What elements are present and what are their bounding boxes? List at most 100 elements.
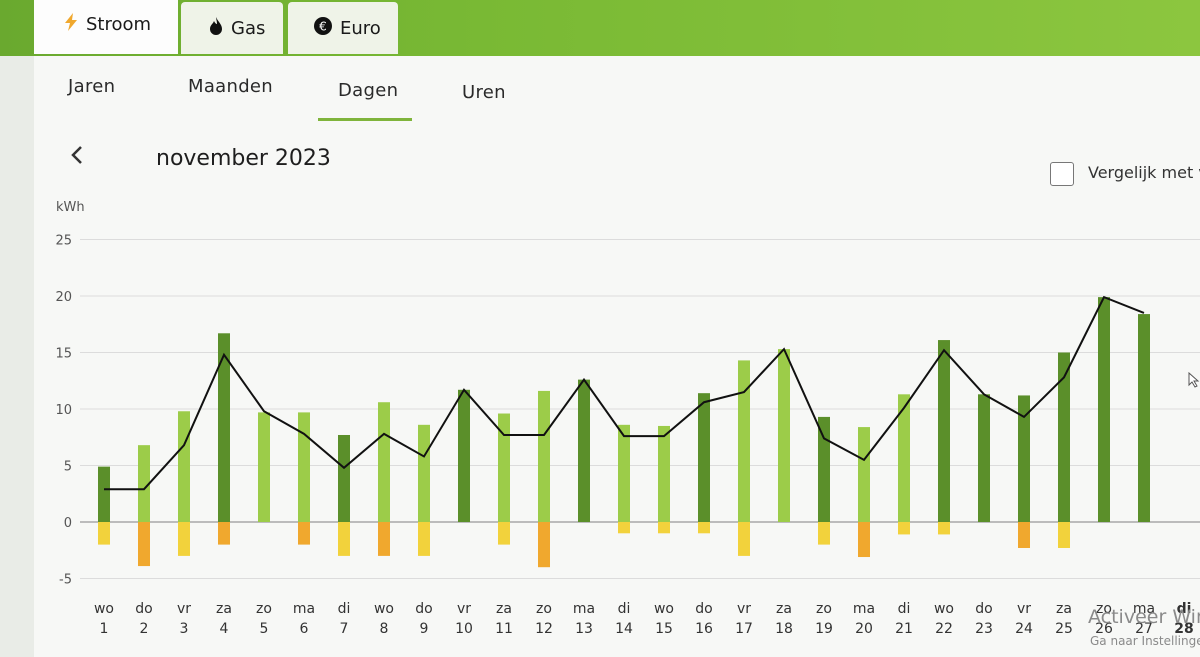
subtab-jaren[interactable]: Jaren	[68, 76, 116, 97]
activation-watermark: Activeer Win	[1088, 606, 1200, 628]
x-tick-date: 8	[380, 621, 389, 637]
consumption-bar[interactable]	[98, 466, 110, 522]
consumption-bar[interactable]	[778, 349, 790, 522]
consumption-bar[interactable]	[538, 390, 550, 522]
consumption-bar[interactable]	[858, 427, 870, 522]
x-tick-date: 12	[535, 621, 553, 637]
return-bar[interactable]	[698, 522, 710, 534]
consumption-bar[interactable]	[498, 413, 510, 522]
consumption-bar[interactable]	[338, 434, 350, 522]
tab-label: Stroom	[86, 13, 152, 35]
x-tick-day: wo	[934, 601, 954, 617]
return-bar[interactable]	[178, 522, 190, 556]
x-tick-date: 10	[455, 621, 473, 637]
consumption-bar[interactable]	[378, 402, 390, 522]
x-tick-date: 27	[1135, 621, 1153, 637]
return-bar[interactable]	[418, 522, 430, 556]
consumption-bar[interactable]	[1138, 314, 1150, 522]
return-bar[interactable]	[298, 522, 310, 545]
x-tick-day: vr	[737, 601, 751, 617]
x-tick-date: 17	[735, 621, 753, 637]
x-tick-date: 19	[815, 621, 833, 637]
return-bar[interactable]	[1018, 522, 1030, 548]
return-bar[interactable]	[98, 522, 110, 545]
subtab-uren[interactable]: Uren	[462, 82, 506, 103]
consumption-bar[interactable]	[698, 393, 710, 522]
consumption-bar[interactable]	[218, 333, 230, 522]
x-tick-date: 26	[1095, 621, 1113, 637]
consumption-bar[interactable]	[458, 389, 470, 522]
return-bar[interactable]	[658, 522, 670, 534]
return-bar[interactable]	[338, 522, 350, 556]
x-tick-day: ma	[853, 601, 875, 617]
tab-label: Euro	[340, 17, 381, 39]
tab-label: Gas	[231, 17, 266, 39]
return-bar[interactable]	[938, 522, 950, 535]
trend-line	[104, 295, 1145, 491]
x-tick-day: di	[898, 601, 911, 617]
tab-euro[interactable]: € Euro	[288, 2, 398, 54]
x-tick-date: 15	[655, 621, 673, 637]
x-tick-day: do	[135, 601, 152, 617]
return-bar[interactable]	[538, 522, 550, 568]
consumption-bar[interactable]	[1018, 395, 1030, 522]
x-tick-date: 18	[775, 621, 793, 637]
return-bar[interactable]	[138, 522, 150, 567]
chevron-left-icon[interactable]	[70, 144, 84, 172]
x-tick-day: za	[496, 601, 512, 617]
x-tick-date: 13	[575, 621, 593, 637]
x-tick-date: 3	[180, 621, 189, 637]
x-tick-date: 24	[1015, 621, 1033, 637]
consumption-bar[interactable]	[818, 416, 830, 522]
x-tick-date: 21	[895, 621, 913, 637]
x-tick-day: vr	[177, 601, 191, 617]
x-tick-day: wo	[654, 601, 674, 617]
x-tick-date: 23	[975, 621, 993, 637]
x-tick-date: 5	[260, 621, 269, 637]
return-bar[interactable]	[818, 522, 830, 545]
x-tick-date: 2	[140, 621, 149, 637]
x-tick-day: di	[618, 601, 631, 617]
x-tick-date: 4	[220, 621, 229, 637]
x-tick-date: 25	[1055, 621, 1073, 637]
consumption-bar[interactable]	[618, 424, 630, 522]
consumption-bar[interactable]	[138, 445, 150, 522]
y-tick-label: 15	[55, 347, 72, 362]
consumption-bar[interactable]	[938, 340, 950, 522]
x-tick-day: do	[695, 601, 712, 617]
x-tick-day: ma	[573, 601, 595, 617]
consumption-bar[interactable]	[418, 424, 430, 522]
consumption-bar[interactable]	[898, 394, 910, 522]
svg-text:€: €	[319, 19, 327, 33]
tab-stroom[interactable]: Stroom	[34, 0, 178, 54]
return-bar[interactable]	[618, 522, 630, 534]
return-bar[interactable]	[218, 522, 230, 545]
return-bar[interactable]	[378, 522, 390, 556]
x-tick-date: 11	[495, 621, 513, 637]
return-bar[interactable]	[858, 522, 870, 558]
y-tick-label: 10	[55, 403, 72, 418]
consumption-bar[interactable]	[1058, 352, 1070, 523]
return-bar[interactable]	[498, 522, 510, 545]
consumption-bar[interactable]	[258, 412, 270, 522]
y-tick-label: 25	[55, 234, 72, 249]
subtab-dagen[interactable]: Dagen	[338, 80, 399, 101]
compare-checkbox[interactable]	[1050, 162, 1074, 186]
return-bar[interactable]	[1058, 522, 1070, 548]
consumption-bar[interactable]	[1098, 297, 1110, 522]
subtab-maanden[interactable]: Maanden	[188, 76, 274, 97]
y-axis-unit: kWh	[56, 200, 85, 215]
consumption-bar[interactable]	[178, 411, 190, 522]
consumption-bar[interactable]	[738, 360, 750, 522]
x-tick-date: 20	[855, 621, 873, 637]
period-tabs: Jaren Maanden Dagen Uren	[34, 60, 1200, 122]
return-bar[interactable]	[898, 522, 910, 535]
x-tick-date: 22	[935, 621, 953, 637]
consumption-bar[interactable]	[658, 425, 670, 522]
consumption-bar[interactable]	[298, 412, 310, 522]
return-bar[interactable]	[738, 522, 750, 556]
consumption-bar[interactable]	[978, 394, 990, 522]
tab-gas[interactable]: Gas	[181, 2, 283, 54]
consumption-bar[interactable]	[578, 379, 590, 522]
x-tick-day: zo	[536, 601, 552, 617]
